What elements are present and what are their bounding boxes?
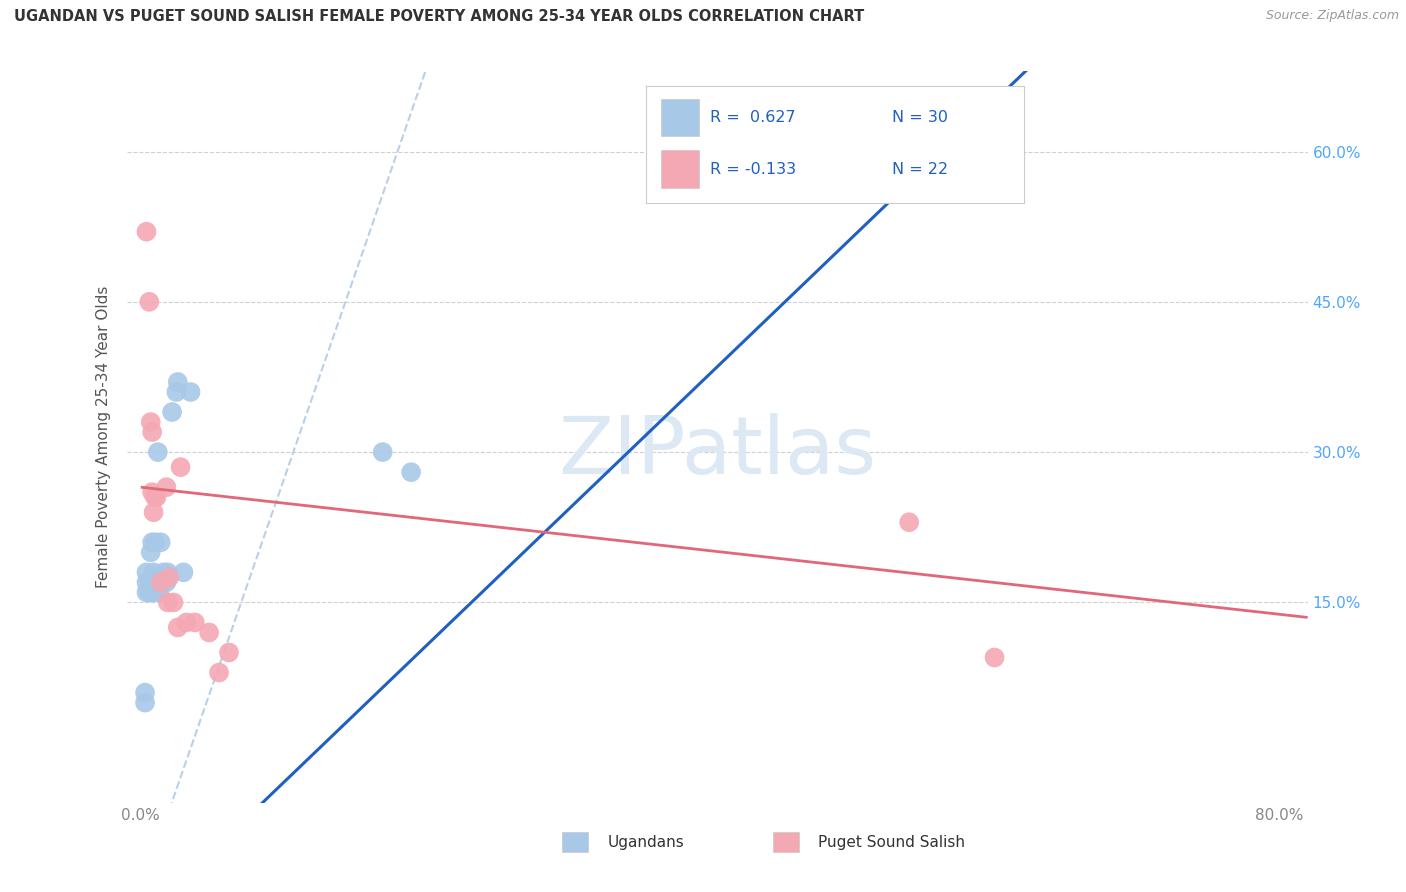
Point	[155, 575, 177, 590]
Point	[156, 566, 179, 580]
Point	[162, 595, 184, 609]
Point	[135, 585, 157, 599]
Point	[138, 585, 160, 599]
Point	[139, 545, 162, 559]
Point	[399, 465, 422, 479]
Text: N = 30: N = 30	[891, 110, 948, 125]
Point	[146, 445, 169, 459]
Text: Ugandans: Ugandans	[607, 835, 685, 849]
Point	[143, 490, 166, 504]
Point	[184, 615, 207, 630]
Point	[143, 585, 166, 599]
Point	[160, 405, 183, 419]
Point	[135, 575, 157, 590]
Point	[139, 585, 162, 599]
Point	[148, 585, 170, 599]
Point	[165, 384, 187, 399]
Point	[983, 650, 1005, 665]
Point	[141, 425, 163, 439]
Text: ZIPatlas: ZIPatlas	[558, 413, 876, 491]
Point	[152, 566, 174, 580]
Point	[166, 375, 188, 389]
Text: Puget Sound Salish: Puget Sound Salish	[818, 835, 966, 849]
Text: R =  0.627: R = 0.627	[710, 110, 796, 125]
Point	[145, 490, 167, 504]
Y-axis label: Female Poverty Among 25-34 Year Olds: Female Poverty Among 25-34 Year Olds	[96, 286, 111, 588]
Point	[172, 566, 194, 580]
Point	[138, 294, 160, 309]
Point	[134, 696, 156, 710]
FancyBboxPatch shape	[661, 151, 699, 188]
Point	[166, 620, 188, 634]
Point	[208, 665, 231, 680]
Point	[138, 575, 160, 590]
Point	[142, 505, 165, 519]
Point	[149, 575, 172, 590]
Point	[198, 625, 221, 640]
Point	[143, 535, 166, 549]
Point	[141, 585, 163, 599]
Point	[169, 460, 191, 475]
Point	[141, 535, 163, 549]
Point	[149, 535, 172, 549]
Point	[143, 575, 166, 590]
Text: UGANDAN VS PUGET SOUND SALISH FEMALE POVERTY AMONG 25-34 YEAR OLDS CORRELATION C: UGANDAN VS PUGET SOUND SALISH FEMALE POV…	[14, 9, 865, 24]
Point	[156, 595, 179, 609]
Point	[180, 384, 202, 399]
Point	[142, 585, 165, 599]
Point	[141, 485, 163, 500]
Point	[218, 646, 240, 660]
Point	[142, 566, 165, 580]
Point	[142, 575, 165, 590]
Text: R = -0.133: R = -0.133	[710, 161, 797, 177]
Point	[176, 615, 198, 630]
Point	[371, 445, 394, 459]
Text: N = 22: N = 22	[891, 161, 948, 177]
Point	[135, 566, 157, 580]
Point	[155, 480, 177, 494]
Point	[139, 415, 162, 429]
Point	[157, 570, 180, 584]
Point	[898, 515, 921, 529]
Text: Source: ZipAtlas.com: Source: ZipAtlas.com	[1265, 9, 1399, 22]
Point	[134, 685, 156, 699]
Point	[135, 225, 157, 239]
FancyBboxPatch shape	[661, 99, 699, 136]
